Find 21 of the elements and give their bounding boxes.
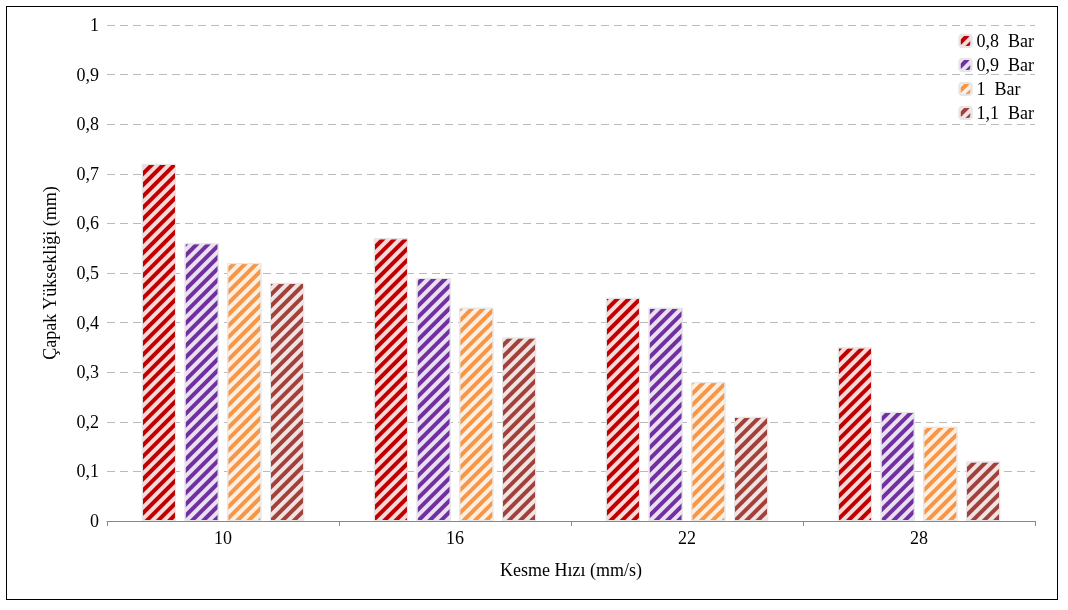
y-tick-label: 0,1 xyxy=(76,461,99,482)
x-tick-label: 22 xyxy=(678,528,696,548)
y-tick-label: 0 xyxy=(90,511,99,531)
legend-label: 0,8 Bar xyxy=(976,31,1035,51)
y-tick-label: 0,2 xyxy=(76,411,99,432)
y-tick-label: 0,8 xyxy=(76,114,99,135)
x-axis-title: Kesme Hızı (mm/s) xyxy=(500,560,642,581)
x-tick-label: 16 xyxy=(446,528,464,548)
legend-label: 1 Bar xyxy=(976,79,1021,99)
y-tick-label: 0,5 xyxy=(76,263,99,283)
y-tick-label: 1 xyxy=(90,15,99,35)
legend-label: 1,1 Bar xyxy=(976,103,1035,123)
y-tick-label: 0,7 xyxy=(76,163,99,184)
y-tick-label: 0,9 xyxy=(76,64,99,85)
x-tick-label: 28 xyxy=(910,528,928,548)
y-tick-label: 0,4 xyxy=(76,312,99,333)
y-tick-label: 0,6 xyxy=(76,213,99,234)
y-tick-label: 0,3 xyxy=(76,362,99,383)
legend-label: 0,9 Bar xyxy=(976,55,1035,75)
y-axis-title: Çapak Yüksekliği (mm) xyxy=(40,186,61,360)
x-tick-label: 10 xyxy=(214,528,232,548)
